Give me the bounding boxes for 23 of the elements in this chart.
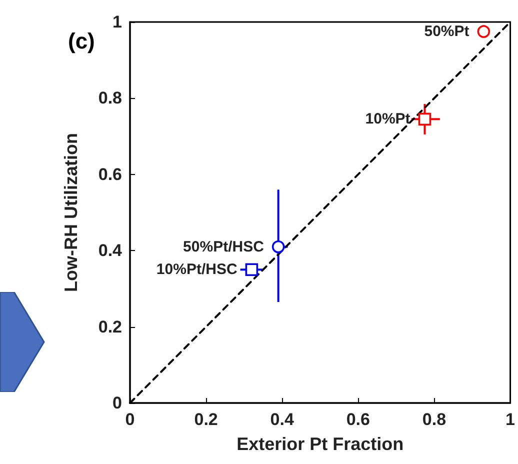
x-tick-label: 0.4 [270,410,294,429]
y-tick-label: 0.4 [98,241,123,260]
x-axis-title: Exterior Pt Fraction [236,434,404,454]
series-label: 50%Pt [424,23,470,40]
x-tick-label: 0 [125,410,135,429]
y-tick-label: 1 [112,12,122,32]
series-label: 10%Pt/HSC [156,261,238,278]
series-label: 50%Pt/HSC [183,238,264,256]
x-tick-label: 1 [506,410,516,429]
x-tick-label: 0.6 [346,410,370,429]
series-label: 10%Pt [365,110,410,128]
y-tick-label: 0 [112,394,122,412]
point [272,240,285,254]
y-tick-label: 0.2 [98,317,122,336]
point [245,263,258,276]
y-axis-title: Low-RH Utilization [61,133,81,292]
point [418,112,432,126]
x-tick-label: 0.2 [194,410,218,429]
point [477,25,490,38]
y-tick-label: 0.8 [98,88,122,108]
text: (c) [68,28,95,54]
y-tick-label: 0.6 [98,164,122,184]
x-tick-label: 0.8 [422,410,446,429]
